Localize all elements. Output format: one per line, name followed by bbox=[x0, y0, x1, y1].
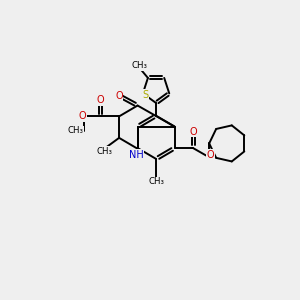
Text: O: O bbox=[97, 95, 104, 105]
Text: O: O bbox=[79, 111, 86, 122]
Text: NH: NH bbox=[129, 149, 144, 160]
Text: CH₃: CH₃ bbox=[67, 126, 83, 135]
Text: O: O bbox=[189, 127, 197, 137]
Text: O: O bbox=[206, 149, 214, 160]
Text: S: S bbox=[142, 90, 148, 100]
Text: CH₃: CH₃ bbox=[131, 61, 147, 70]
Text: CH₃: CH₃ bbox=[96, 147, 112, 156]
Text: CH₃: CH₃ bbox=[148, 177, 164, 186]
Text: O: O bbox=[115, 91, 123, 100]
